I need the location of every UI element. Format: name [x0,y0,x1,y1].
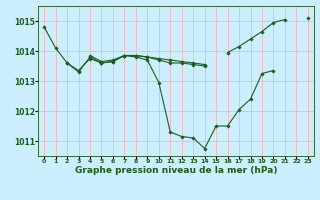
X-axis label: Graphe pression niveau de la mer (hPa): Graphe pression niveau de la mer (hPa) [75,166,277,175]
